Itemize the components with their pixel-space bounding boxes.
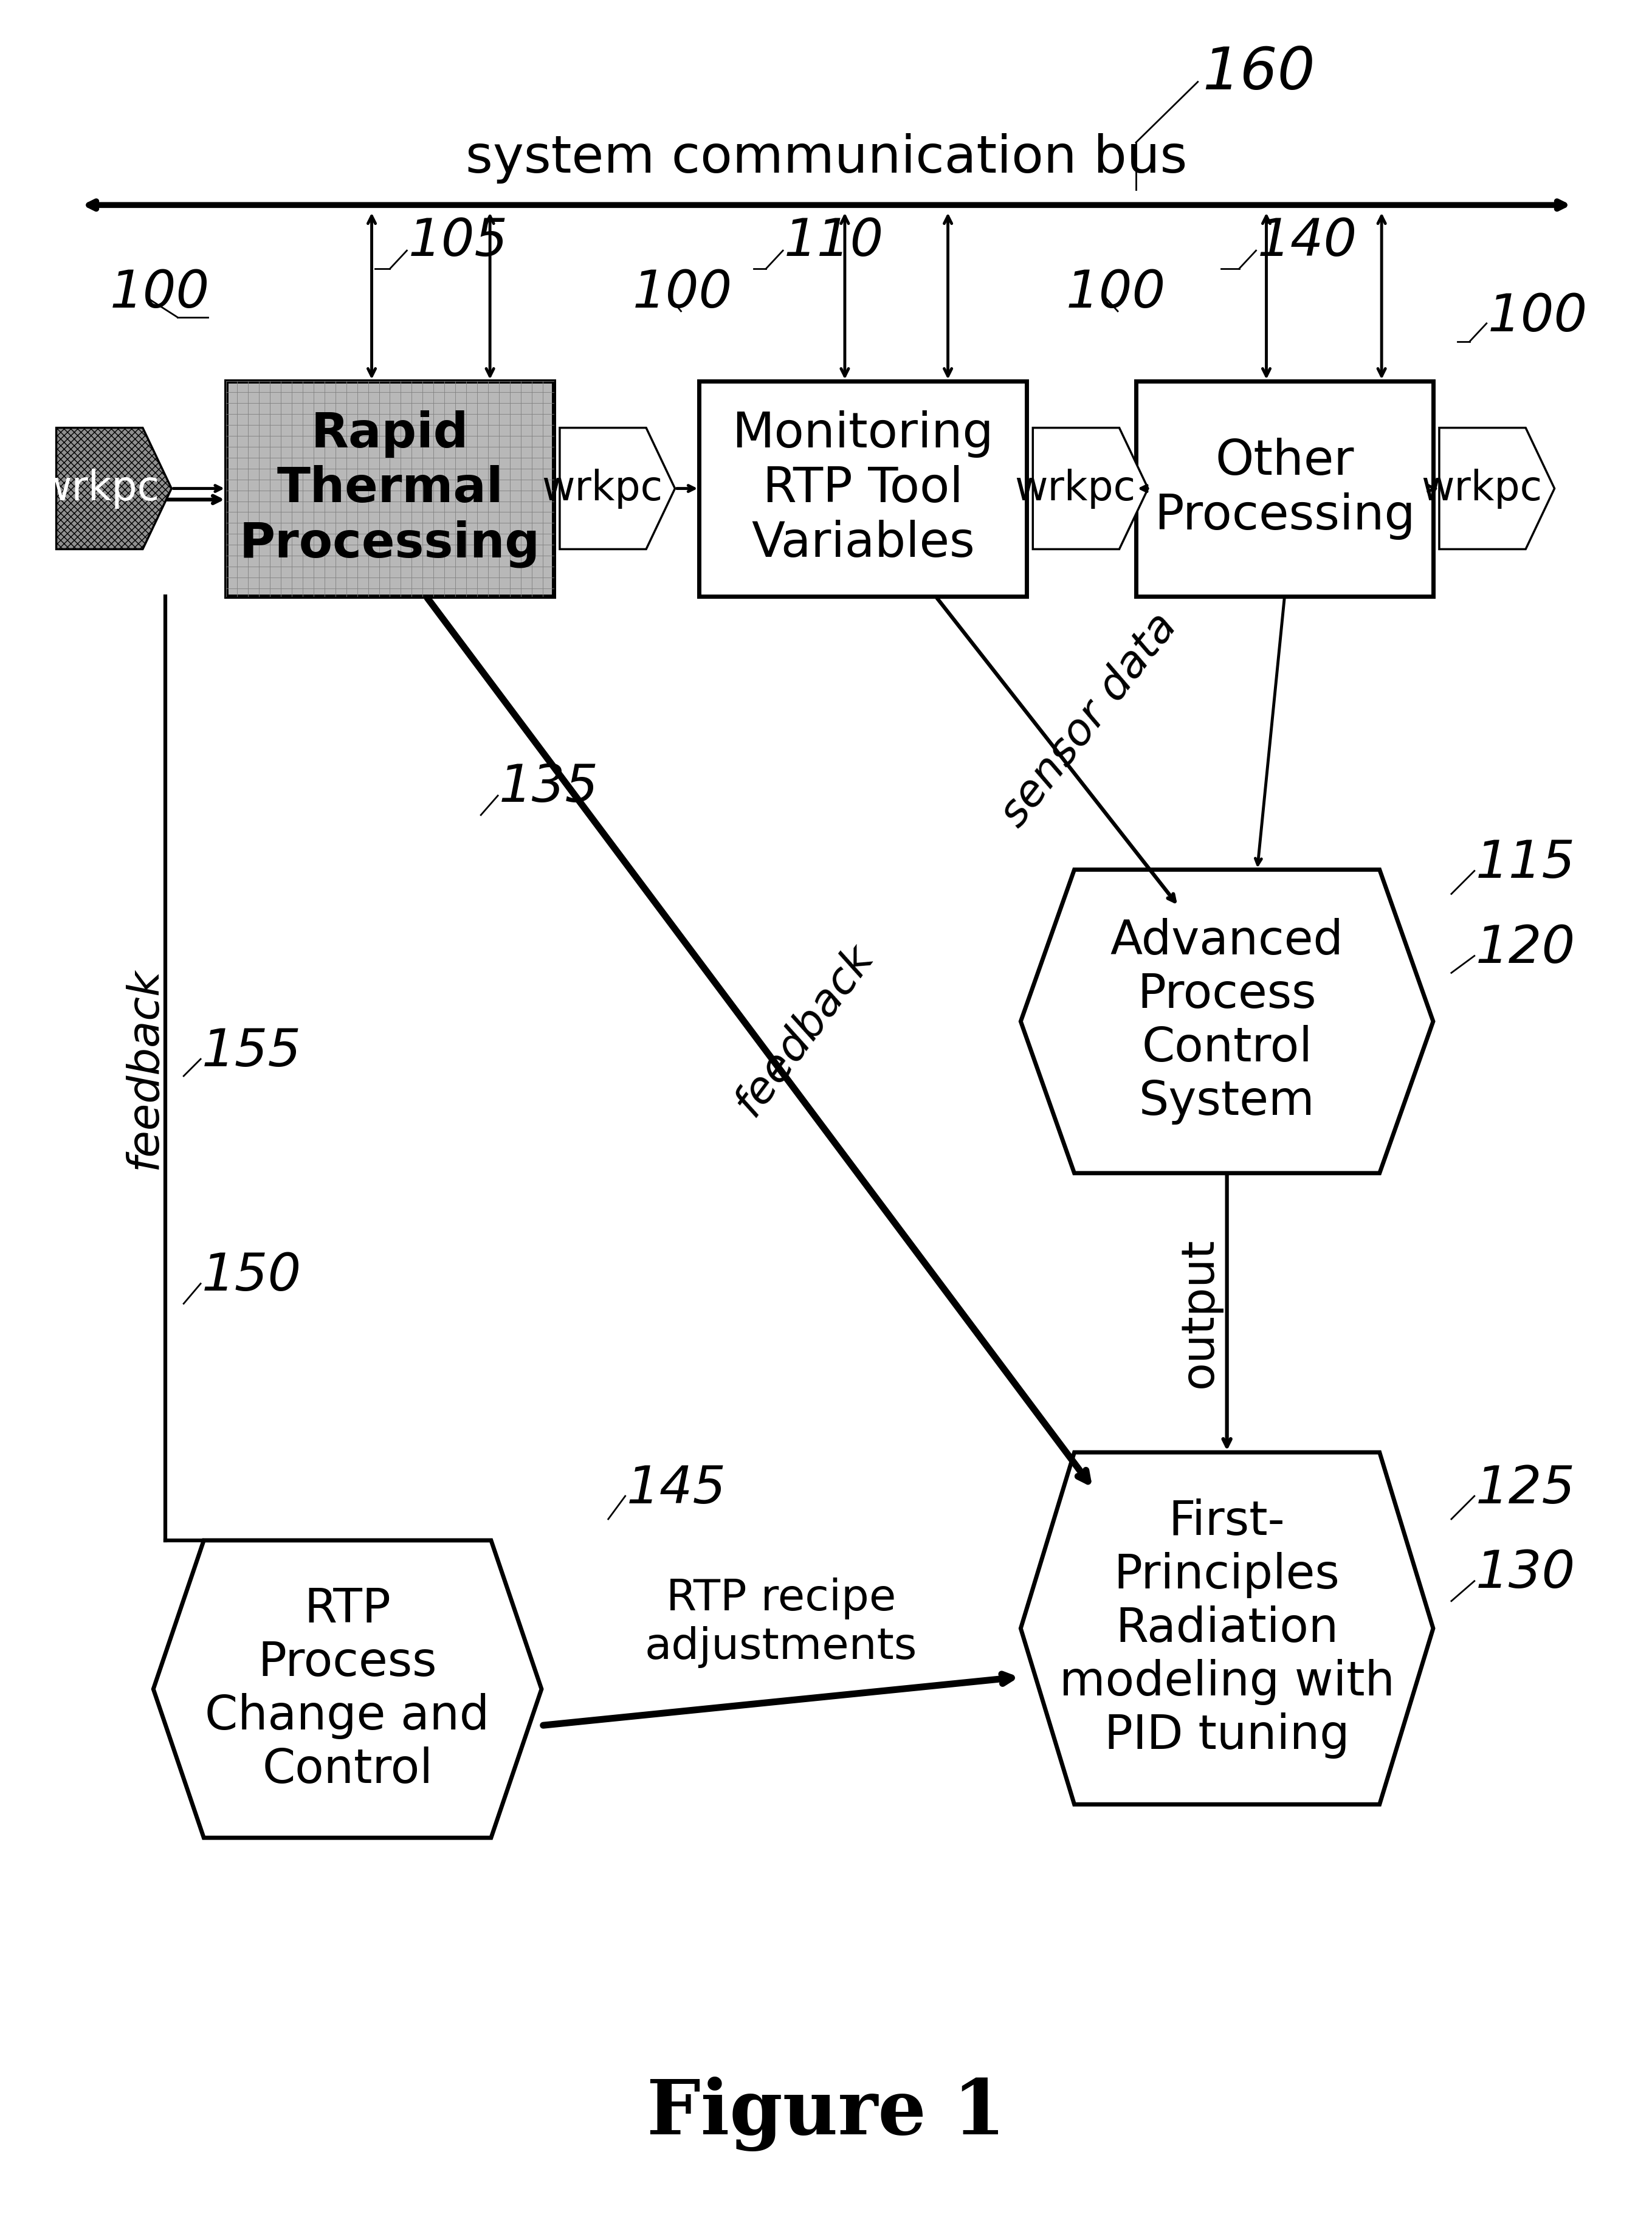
Text: 145: 145 (626, 1463, 727, 1514)
Text: sensor data: sensor data (993, 605, 1186, 836)
Text: 110: 110 (785, 217, 884, 266)
Polygon shape (56, 428, 172, 550)
Text: wrkpc: wrkpc (38, 468, 159, 508)
Polygon shape (1021, 869, 1434, 1173)
Text: Monitoring
RTP Tool
Variables: Monitoring RTP Tool Variables (732, 410, 995, 568)
Text: 140: 140 (1257, 217, 1356, 266)
Text: First-
Principles
Radiation
modeling with
PID tuning: First- Principles Radiation modeling wit… (1059, 1499, 1394, 1758)
Text: 100: 100 (109, 268, 210, 319)
Text: RTP
Process
Change and
Control: RTP Process Change and Control (205, 1585, 489, 1791)
Text: 130: 130 (1475, 1547, 1576, 1598)
Text: output: output (1178, 1237, 1222, 1388)
Text: 105: 105 (408, 217, 507, 266)
Text: 115: 115 (1475, 838, 1576, 889)
Text: 150: 150 (202, 1250, 302, 1301)
Bar (226, 381, 553, 596)
Text: 160: 160 (1203, 44, 1315, 102)
Text: system communication bus: system communication bus (466, 133, 1188, 184)
Text: wrkpc: wrkpc (542, 468, 662, 508)
Text: Rapid
Thermal
Processing: Rapid Thermal Processing (240, 410, 540, 568)
Text: Figure 1: Figure 1 (646, 2077, 1006, 2150)
Text: feedback: feedback (124, 967, 165, 1168)
Text: Other
Processing: Other Processing (1155, 437, 1416, 541)
Polygon shape (154, 1541, 542, 1838)
Text: Advanced
Process
Control
System: Advanced Process Control System (1110, 918, 1343, 1124)
Text: 100: 100 (1488, 293, 1588, 344)
Text: 135: 135 (499, 763, 600, 814)
Polygon shape (560, 428, 676, 550)
Text: 155: 155 (202, 1026, 302, 1077)
Bar (699, 381, 1028, 596)
Text: wrkpc: wrkpc (1014, 468, 1137, 508)
Polygon shape (1021, 1452, 1434, 1805)
Polygon shape (1032, 428, 1148, 550)
Text: 120: 120 (1475, 922, 1576, 973)
Text: RTP recipe
adjustments: RTP recipe adjustments (644, 1576, 917, 1667)
Polygon shape (1439, 428, 1555, 550)
Text: 100: 100 (633, 268, 732, 319)
Text: 125: 125 (1475, 1463, 1576, 1514)
Bar (1137, 381, 1434, 596)
Text: wrkpc: wrkpc (1421, 468, 1543, 508)
Text: 100: 100 (1066, 268, 1166, 319)
Text: feedback: feedback (727, 938, 881, 1124)
